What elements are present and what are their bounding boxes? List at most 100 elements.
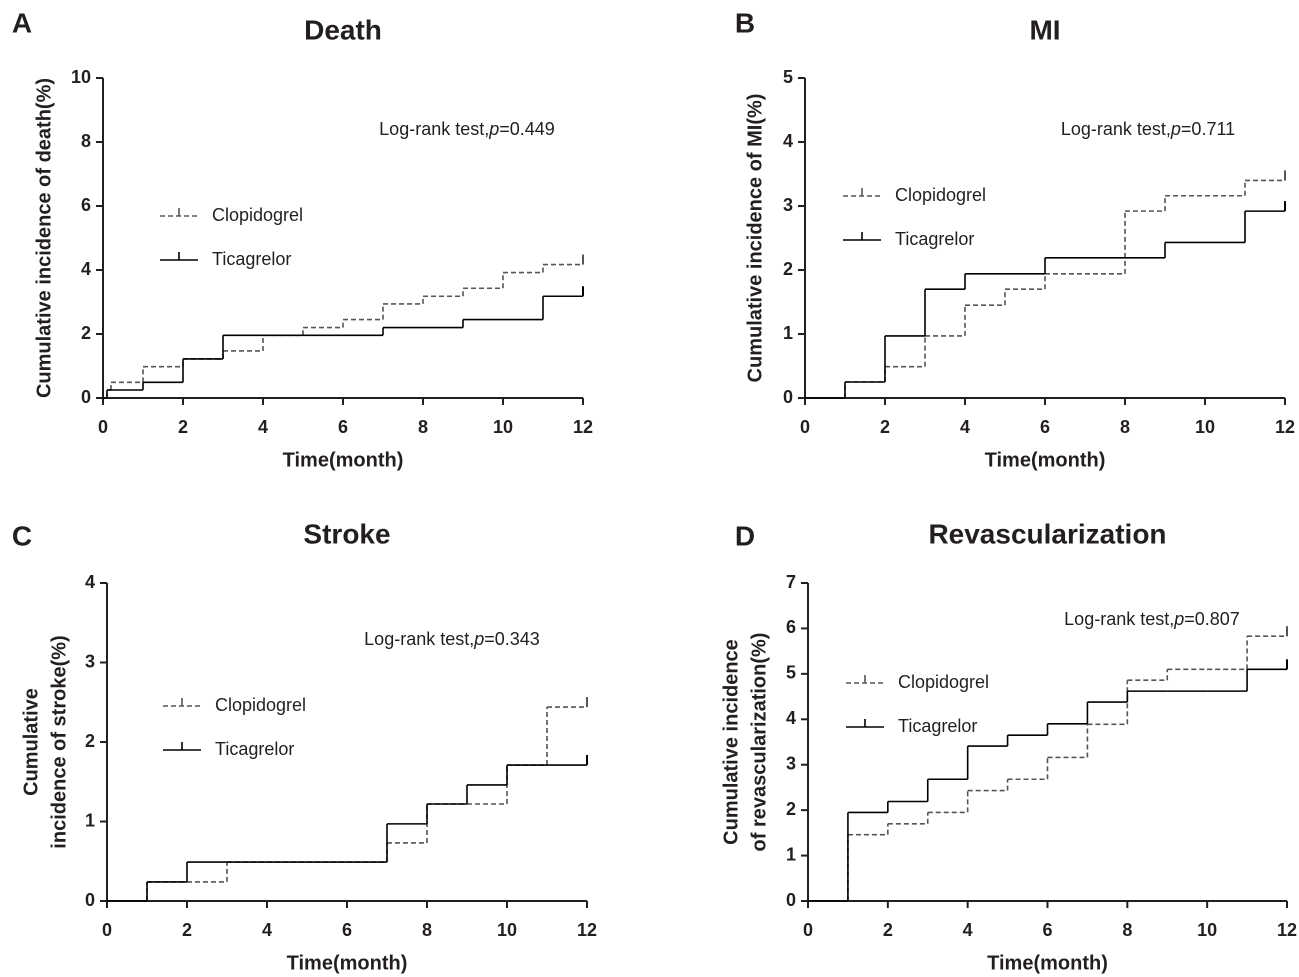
y-tick-label: 10 bbox=[71, 67, 91, 87]
panel-label: B bbox=[735, 7, 755, 38]
y-tick-label: 2 bbox=[786, 799, 796, 819]
x-axis-label: Time(month) bbox=[287, 952, 408, 974]
y-axis-label: Cumulative bbox=[20, 688, 42, 796]
annotation-part: p bbox=[1173, 609, 1184, 629]
y-axis-label: Cumulative incidence bbox=[720, 639, 742, 845]
y-axis-label: of revascularization(%) bbox=[748, 633, 770, 852]
x-tick-label: 0 bbox=[800, 417, 810, 437]
x-tick-label: 2 bbox=[182, 920, 192, 940]
x-tick-label: 6 bbox=[342, 920, 352, 940]
x-tick-label: 0 bbox=[102, 920, 112, 940]
x-tick-label: 10 bbox=[493, 417, 513, 437]
x-tick-label: 12 bbox=[1277, 920, 1297, 940]
y-tick-label: 4 bbox=[786, 708, 796, 728]
y-tick-label: 3 bbox=[85, 651, 95, 671]
annotation-part: Log-rank test, bbox=[1061, 119, 1171, 139]
y-tick-label: 4 bbox=[81, 259, 91, 279]
x-tick-label: 4 bbox=[960, 417, 970, 437]
y-axis-label: incidence of stroke(%) bbox=[48, 635, 70, 848]
y-tick-label: 4 bbox=[85, 572, 95, 592]
x-tick-label: 8 bbox=[1120, 417, 1130, 437]
x-tick-label: 2 bbox=[880, 417, 890, 437]
x-tick-label: 8 bbox=[418, 417, 428, 437]
x-tick-label: 6 bbox=[338, 417, 348, 437]
panel-label: D bbox=[735, 520, 755, 551]
y-tick-label: 3 bbox=[783, 195, 793, 215]
annotation-part: p bbox=[473, 629, 484, 649]
x-tick-label: 2 bbox=[883, 920, 893, 940]
x-axis-label: Time(month) bbox=[985, 449, 1106, 471]
y-tick-label: 1 bbox=[85, 810, 95, 830]
panel-label: C bbox=[12, 520, 32, 551]
legend-label: Clopidogrel bbox=[898, 672, 989, 692]
chart-title: MI bbox=[1029, 14, 1060, 45]
x-axis-label: Time(month) bbox=[987, 952, 1108, 974]
annotation-part: =0.711 bbox=[1181, 119, 1235, 139]
x-tick-label: 12 bbox=[573, 417, 593, 437]
legend-label: Ticagrelor bbox=[212, 249, 291, 269]
y-axis-label: Cumulative incidence of death(%) bbox=[33, 78, 55, 398]
x-tick-label: 2 bbox=[178, 417, 188, 437]
x-tick-label: 10 bbox=[497, 920, 517, 940]
x-tick-label: 0 bbox=[98, 417, 108, 437]
legend-label: Clopidogrel bbox=[215, 695, 306, 715]
annotation: Log-rank test,p=0.449 bbox=[379, 119, 555, 139]
x-tick-label: 0 bbox=[803, 920, 813, 940]
panel-label: A bbox=[12, 7, 32, 38]
chart-title: Stroke bbox=[303, 518, 390, 549]
y-tick-label: 0 bbox=[85, 890, 95, 910]
x-axis-label: Time(month) bbox=[283, 449, 404, 471]
y-tick-label: 8 bbox=[81, 131, 91, 151]
annotation-part: =0.807 bbox=[1184, 609, 1240, 629]
legend-label: Clopidogrel bbox=[895, 185, 986, 205]
x-tick-label: 10 bbox=[1195, 417, 1215, 437]
legend-label: Ticagrelor bbox=[895, 229, 974, 249]
y-tick-label: 5 bbox=[786, 663, 796, 683]
x-tick-label: 12 bbox=[1275, 417, 1295, 437]
annotation-part: Log-rank test, bbox=[364, 629, 474, 649]
x-tick-label: 6 bbox=[1042, 920, 1052, 940]
y-tick-label: 0 bbox=[81, 387, 91, 407]
annotation: Log-rank test,p=0.343 bbox=[364, 629, 540, 649]
y-tick-label: 3 bbox=[786, 753, 796, 773]
x-tick-label: 4 bbox=[262, 920, 272, 940]
y-tick-label: 4 bbox=[783, 131, 793, 151]
panel: A Death 0 2 4 6 8 10 0 2 4 6 8 10 12 Time(month) Cumulat… bbox=[12, 7, 593, 471]
annotation-part: p bbox=[488, 119, 499, 139]
y-tick-label: 1 bbox=[783, 323, 793, 343]
y-tick-label: 6 bbox=[786, 617, 796, 637]
x-tick-label: 6 bbox=[1040, 417, 1050, 437]
annotation-part: =0.449 bbox=[499, 119, 555, 139]
legend-label: Ticagrelor bbox=[898, 716, 977, 736]
y-tick-label: 0 bbox=[786, 890, 796, 910]
legend-label: Clopidogrel bbox=[212, 205, 303, 225]
y-tick-label: 7 bbox=[786, 572, 796, 592]
annotation: Log-rank test,p=0.711 bbox=[1061, 119, 1235, 139]
chart-title: Death bbox=[304, 14, 382, 45]
y-tick-label: 1 bbox=[786, 844, 796, 864]
annotation: Log-rank test,p=0.807 bbox=[1064, 609, 1240, 629]
y-tick-label: 2 bbox=[85, 731, 95, 751]
x-tick-label: 10 bbox=[1197, 920, 1217, 940]
y-tick-label: 2 bbox=[81, 323, 91, 343]
x-tick-label: 8 bbox=[422, 920, 432, 940]
x-tick-label: 8 bbox=[1122, 920, 1132, 940]
annotation-part: Log-rank test, bbox=[379, 119, 489, 139]
y-tick-label: 0 bbox=[783, 387, 793, 407]
annotation-part: p bbox=[1170, 119, 1181, 139]
x-tick-label: 12 bbox=[577, 920, 597, 940]
y-tick-label: 6 bbox=[81, 195, 91, 215]
annotation-part: =0.343 bbox=[484, 629, 540, 649]
x-tick-label: 4 bbox=[963, 920, 973, 940]
chart-title: Revascularization bbox=[928, 518, 1166, 549]
y-tick-label: 5 bbox=[783, 67, 793, 87]
y-tick-label: 2 bbox=[783, 259, 793, 279]
annotation-part: Log-rank test, bbox=[1064, 609, 1174, 629]
legend-label: Ticagrelor bbox=[215, 739, 294, 759]
x-tick-label: 4 bbox=[258, 417, 268, 437]
y-axis-label: Cumulative incidence of MI(%) bbox=[744, 94, 766, 383]
